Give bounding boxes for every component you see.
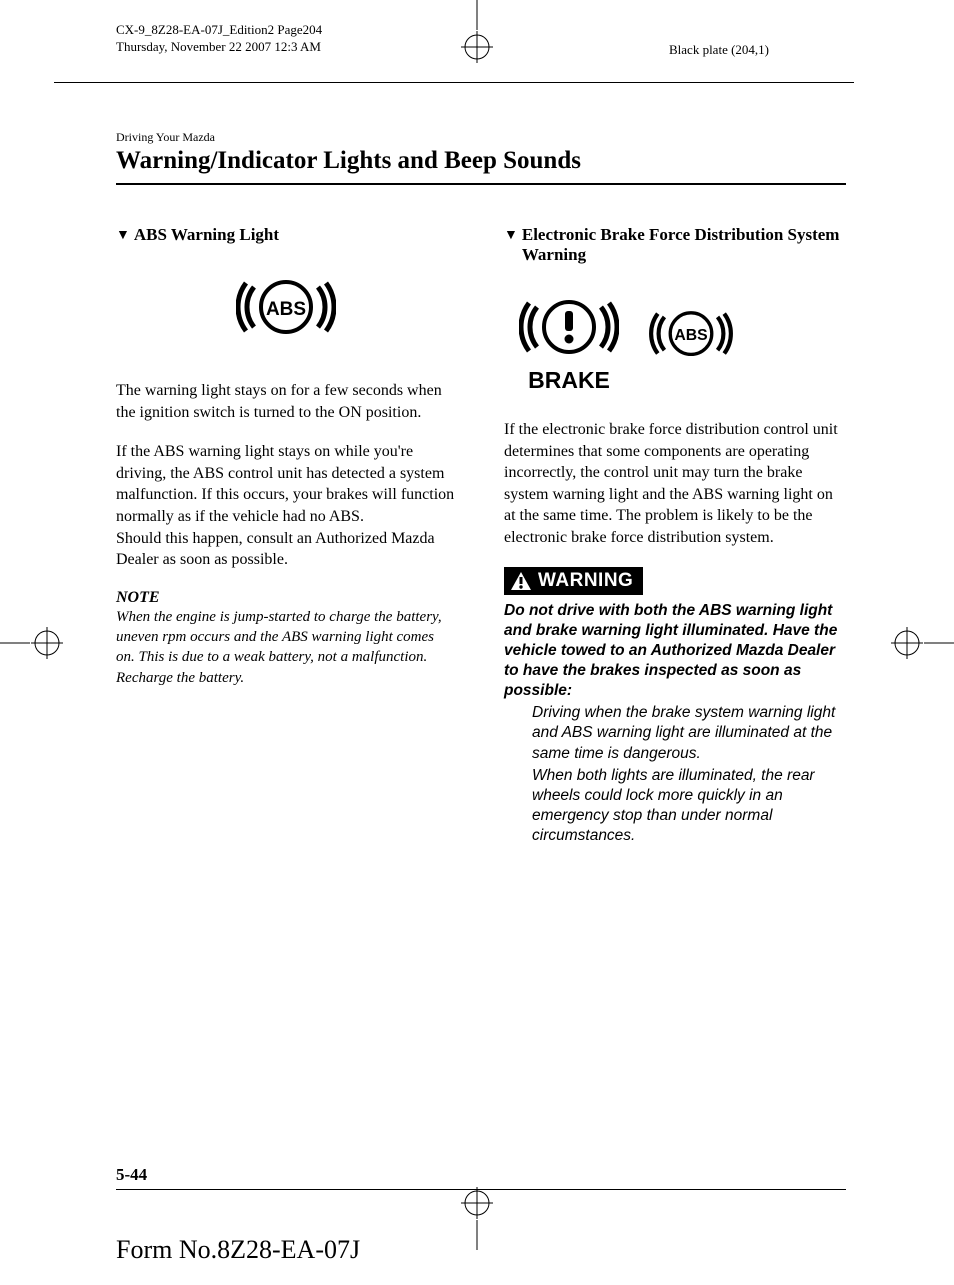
crop-mark-right (886, 622, 954, 669)
triangle-icon: ▼ (504, 228, 518, 244)
svg-text:ABS: ABS (674, 327, 707, 344)
warning-label: WARNING (538, 570, 633, 592)
warning-sub2: When both lights are illuminated, the re… (504, 766, 844, 847)
left-column: ▼ ABS Warning Light ABS The warning ligh… (116, 225, 456, 846)
warning-triangle-icon (510, 571, 532, 591)
note-heading: NOTE (116, 589, 456, 607)
ebfd-heading: ▼ Electronic Brake Force Distribution Sy… (504, 225, 844, 265)
crop-mark-bottom (456, 1182, 498, 1255)
svg-text:ABS: ABS (266, 299, 306, 320)
abs-para1: The warning light stays on for a few sec… (116, 380, 456, 423)
triangle-icon: ▼ (116, 228, 130, 244)
warning-badge: WARNING (504, 567, 643, 595)
top-rule (54, 82, 854, 83)
abs-icon-small: ABS (649, 307, 733, 366)
brake-label: BRAKE (519, 367, 619, 394)
ebfd-icons: BRAKE ABS (519, 295, 844, 394)
page-header: CX-9_8Z28-EA-07J_Edition2 Page204 Thursd… (116, 22, 322, 56)
page-number: 5-44 (116, 1165, 147, 1185)
crop-mark-left (0, 622, 68, 669)
columns: ▼ ABS Warning Light ABS The warning ligh… (116, 225, 846, 846)
abs-para2: If the ABS warning light stays on while … (116, 441, 456, 571)
section-title: Warning/Indicator Lights and Beep Sounds (116, 147, 846, 175)
bottom-rule (116, 1189, 846, 1190)
form-number: Form No.8Z28-EA-07J (116, 1235, 360, 1265)
abs-icon: ABS (116, 275, 456, 345)
warning-sub1: Driving when the brake system warning li… (504, 703, 844, 763)
note-text: When the engine is jump-started to charg… (116, 607, 456, 688)
abs-heading-text: ABS Warning Light (134, 225, 279, 245)
ebfd-heading-text: Electronic Brake Force Distribution Syst… (522, 225, 844, 265)
warning-main: Do not drive with both the ABS warning l… (504, 601, 844, 702)
crop-mark-top (456, 0, 498, 73)
brake-icon: BRAKE (519, 295, 619, 394)
timestamp: Thursday, November 22 2007 12:3 AM (116, 39, 322, 56)
plate-label: Black plate (204,1) (669, 42, 769, 58)
content-area: Driving Your Mazda Warning/Indicator Lig… (116, 130, 846, 846)
ebfd-para1: If the electronic brake force distributi… (504, 419, 844, 549)
section-category: Driving Your Mazda (116, 130, 846, 145)
title-rule (116, 183, 846, 185)
right-column: ▼ Electronic Brake Force Distribution Sy… (504, 225, 844, 846)
abs-heading: ▼ ABS Warning Light (116, 225, 456, 245)
doc-id: CX-9_8Z28-EA-07J_Edition2 Page204 (116, 22, 322, 39)
